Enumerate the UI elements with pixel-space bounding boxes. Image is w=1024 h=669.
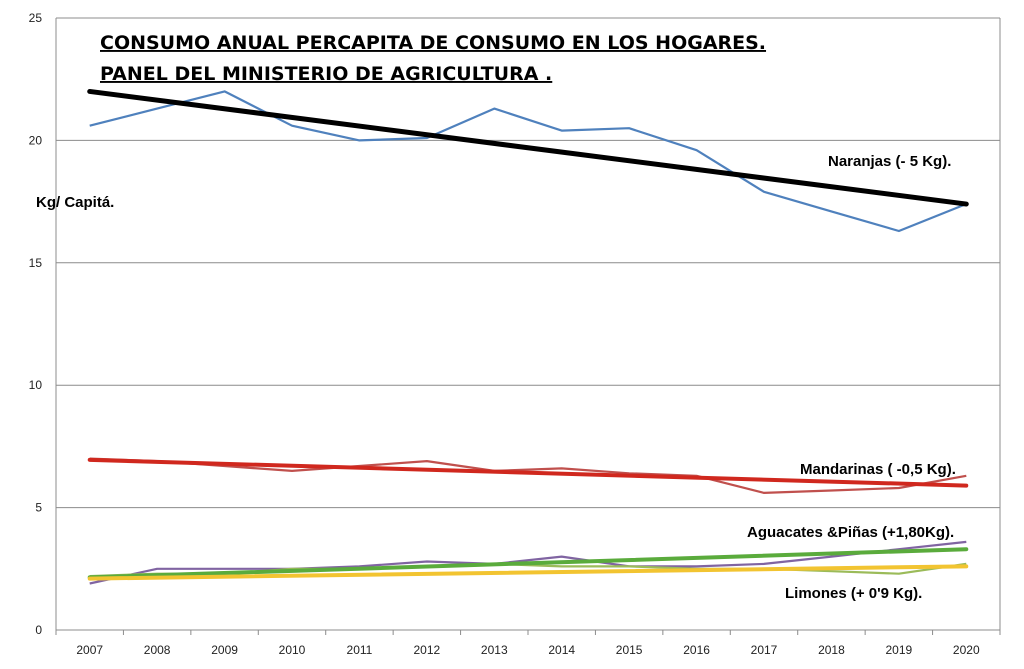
x-tick-label: 2013 xyxy=(481,643,508,657)
x-tick-label: 2009 xyxy=(211,643,238,657)
trendline-naranjas xyxy=(87,88,969,207)
series-line-aguacates-pi-as xyxy=(89,540,967,585)
x-tick-labels: 2007 2008 2009 2010 2011 2012 2013 2014 2015 2016… xyxy=(55,630,1001,657)
series-line-mandarinas xyxy=(89,457,967,494)
chart-subtitle: PANEL DEL MINISTERIO DE AGRICULTURA . xyxy=(100,63,552,85)
trend-label-limones: Limones (+ 0'9 Kg). xyxy=(785,585,922,602)
trendlines xyxy=(87,88,969,581)
y-tick-label: 20 xyxy=(29,133,43,147)
gridlines xyxy=(55,17,1001,631)
trend-label-aguacates: Aguacates &Piñas (+1,80Kg). xyxy=(747,524,954,541)
y-axis-label: Kg/ Capitá. xyxy=(36,194,114,211)
x-tick-label: 2010 xyxy=(279,643,306,657)
x-tick-label: 2018 xyxy=(818,643,845,657)
x-tick-label: 2017 xyxy=(751,643,778,657)
y-tick-labels: 0 5 10 15 20 25 xyxy=(29,11,43,637)
x-tick-label: 2007 xyxy=(76,643,103,657)
trend-label-naranjas: Naranjas (- 5 Kg). xyxy=(828,153,951,170)
x-tick-label: 2008 xyxy=(144,643,171,657)
x-tick-label: 2019 xyxy=(886,643,913,657)
y-tick-label: 10 xyxy=(29,378,43,392)
x-tick-label: 2014 xyxy=(548,643,575,657)
y-tick-label: 0 xyxy=(35,623,42,637)
x-tick-label: 2012 xyxy=(414,643,441,657)
x-tick-label: 2015 xyxy=(616,643,643,657)
trendline-mandarinas xyxy=(87,457,969,488)
trendline-limones xyxy=(87,564,969,581)
trend-label-mandarinas: Mandarinas ( -0,5 Kg). xyxy=(800,461,956,478)
y-tick-label: 15 xyxy=(29,256,43,270)
x-tick-label: 2020 xyxy=(953,643,980,657)
series-line-naranjas xyxy=(89,90,967,233)
chart-title: CONSUMO ANUAL PERCAPITA DE CONSUMO EN LO… xyxy=(100,32,766,54)
y-tick-label: 25 xyxy=(29,11,43,25)
x-tick-label: 2011 xyxy=(347,643,373,657)
y-tick-label: 5 xyxy=(35,501,42,515)
x-tick-label: 2016 xyxy=(683,643,710,657)
trendline-aguacates-pi-as xyxy=(87,547,969,580)
